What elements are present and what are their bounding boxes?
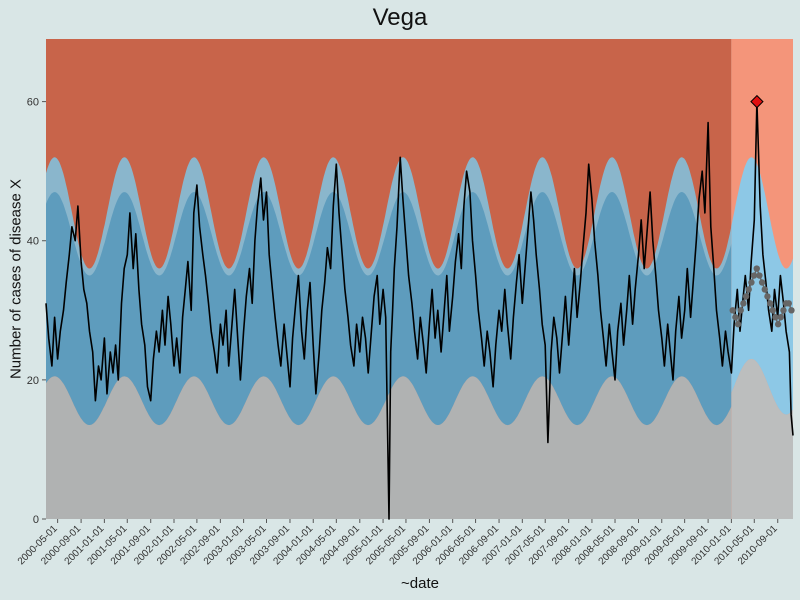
predicted-point: [758, 279, 766, 286]
predicted-point: [761, 286, 768, 293]
predicted-point: [780, 307, 787, 314]
forecast-band: [731, 157, 793, 415]
forecast-lower-zone: [731, 359, 793, 519]
x-axis-label: ~date: [401, 575, 439, 592]
y-tick-label: 20: [27, 375, 39, 387]
predicted-point: [785, 300, 793, 307]
alarm-point: [750, 94, 764, 109]
predicted-point: [734, 321, 742, 328]
predicted-point: [756, 272, 763, 279]
predicted-point: [742, 293, 750, 300]
lower-zone: [46, 376, 732, 519]
observed-line: [45, 100, 794, 520]
predicted-point: [766, 300, 774, 307]
chart-title: Vega: [372, 4, 428, 31]
predicted-point: [777, 314, 784, 321]
predicted-point: [737, 307, 744, 314]
predicted-point: [732, 314, 739, 321]
predicted-point: [729, 307, 736, 314]
predicted-point: [750, 272, 758, 279]
predicted-point: [740, 300, 747, 307]
predicted-point: [772, 314, 779, 321]
predicted-point: [774, 321, 782, 328]
y-tick-label: 0: [33, 514, 39, 526]
predicted-point: [753, 265, 760, 272]
y-tick-label: 60: [27, 97, 39, 109]
predicted-point: [769, 307, 776, 314]
predicted-point: [788, 307, 795, 314]
predicted-point: [748, 279, 755, 286]
y-tick-label: 40: [27, 236, 39, 248]
predicted-point: [764, 293, 771, 300]
predicted-point: [745, 286, 752, 293]
